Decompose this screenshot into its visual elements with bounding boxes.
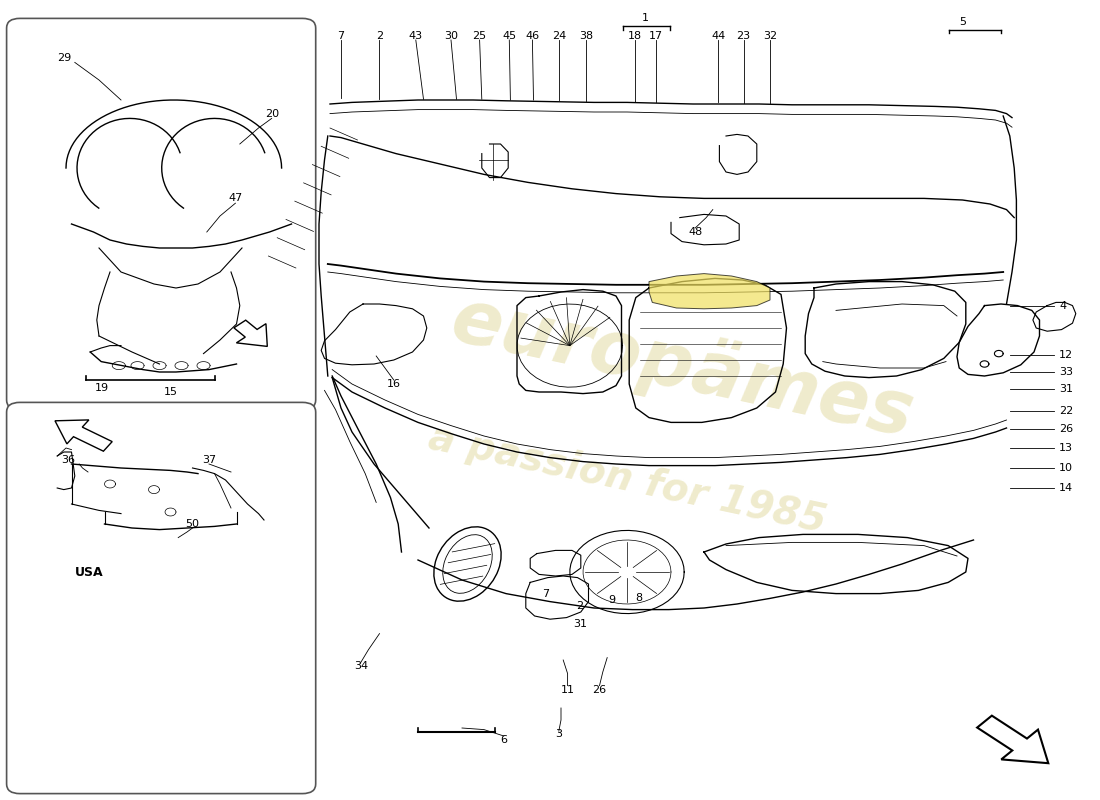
Text: 50: 50 [186,519,199,529]
Text: 47: 47 [229,194,242,203]
Text: 9: 9 [608,595,615,605]
FancyBboxPatch shape [7,402,316,794]
Text: 36: 36 [62,455,75,465]
Text: 26: 26 [1059,424,1074,434]
Text: 24: 24 [552,31,565,41]
Text: 22: 22 [1059,406,1074,416]
Text: 44: 44 [712,31,725,41]
Text: 2: 2 [576,602,583,611]
Text: 12: 12 [1059,350,1074,360]
Text: 13: 13 [1059,443,1074,453]
Text: 25: 25 [473,31,486,41]
Text: 4: 4 [1059,301,1066,310]
Text: 33: 33 [1059,367,1074,377]
Text: europämes: europämes [444,282,920,454]
Polygon shape [649,274,770,309]
Text: 19: 19 [96,383,109,393]
Text: 2: 2 [376,31,383,41]
Text: a passion for 1985: a passion for 1985 [425,419,829,541]
Text: USA: USA [75,566,103,578]
Text: 29: 29 [57,53,70,62]
Text: 26: 26 [593,685,606,694]
Text: 14: 14 [1059,483,1074,493]
Text: 10: 10 [1059,463,1074,473]
Text: 38: 38 [580,31,593,41]
Text: 46: 46 [526,31,539,41]
Text: 48: 48 [689,227,702,237]
Text: 16: 16 [387,379,400,389]
Text: 5: 5 [959,18,966,27]
Text: 1: 1 [642,13,649,22]
Text: 18: 18 [628,31,641,41]
Text: 31: 31 [573,619,586,629]
Text: 31: 31 [1059,384,1074,394]
Text: 17: 17 [649,31,662,41]
FancyBboxPatch shape [7,18,316,410]
Text: 7: 7 [338,31,344,41]
Text: 8: 8 [636,594,642,603]
Text: 11: 11 [561,685,574,694]
Text: 20: 20 [265,109,278,118]
Text: 7: 7 [542,589,549,598]
Text: 6: 6 [500,735,507,745]
Text: 43: 43 [409,31,422,41]
Text: 34: 34 [354,661,367,670]
Text: 30: 30 [444,31,458,41]
Text: 3: 3 [556,730,562,739]
Text: 45: 45 [503,31,516,41]
Text: 37: 37 [202,455,216,465]
Text: 15: 15 [164,387,177,397]
Text: 23: 23 [737,31,750,41]
Text: 32: 32 [763,31,777,41]
